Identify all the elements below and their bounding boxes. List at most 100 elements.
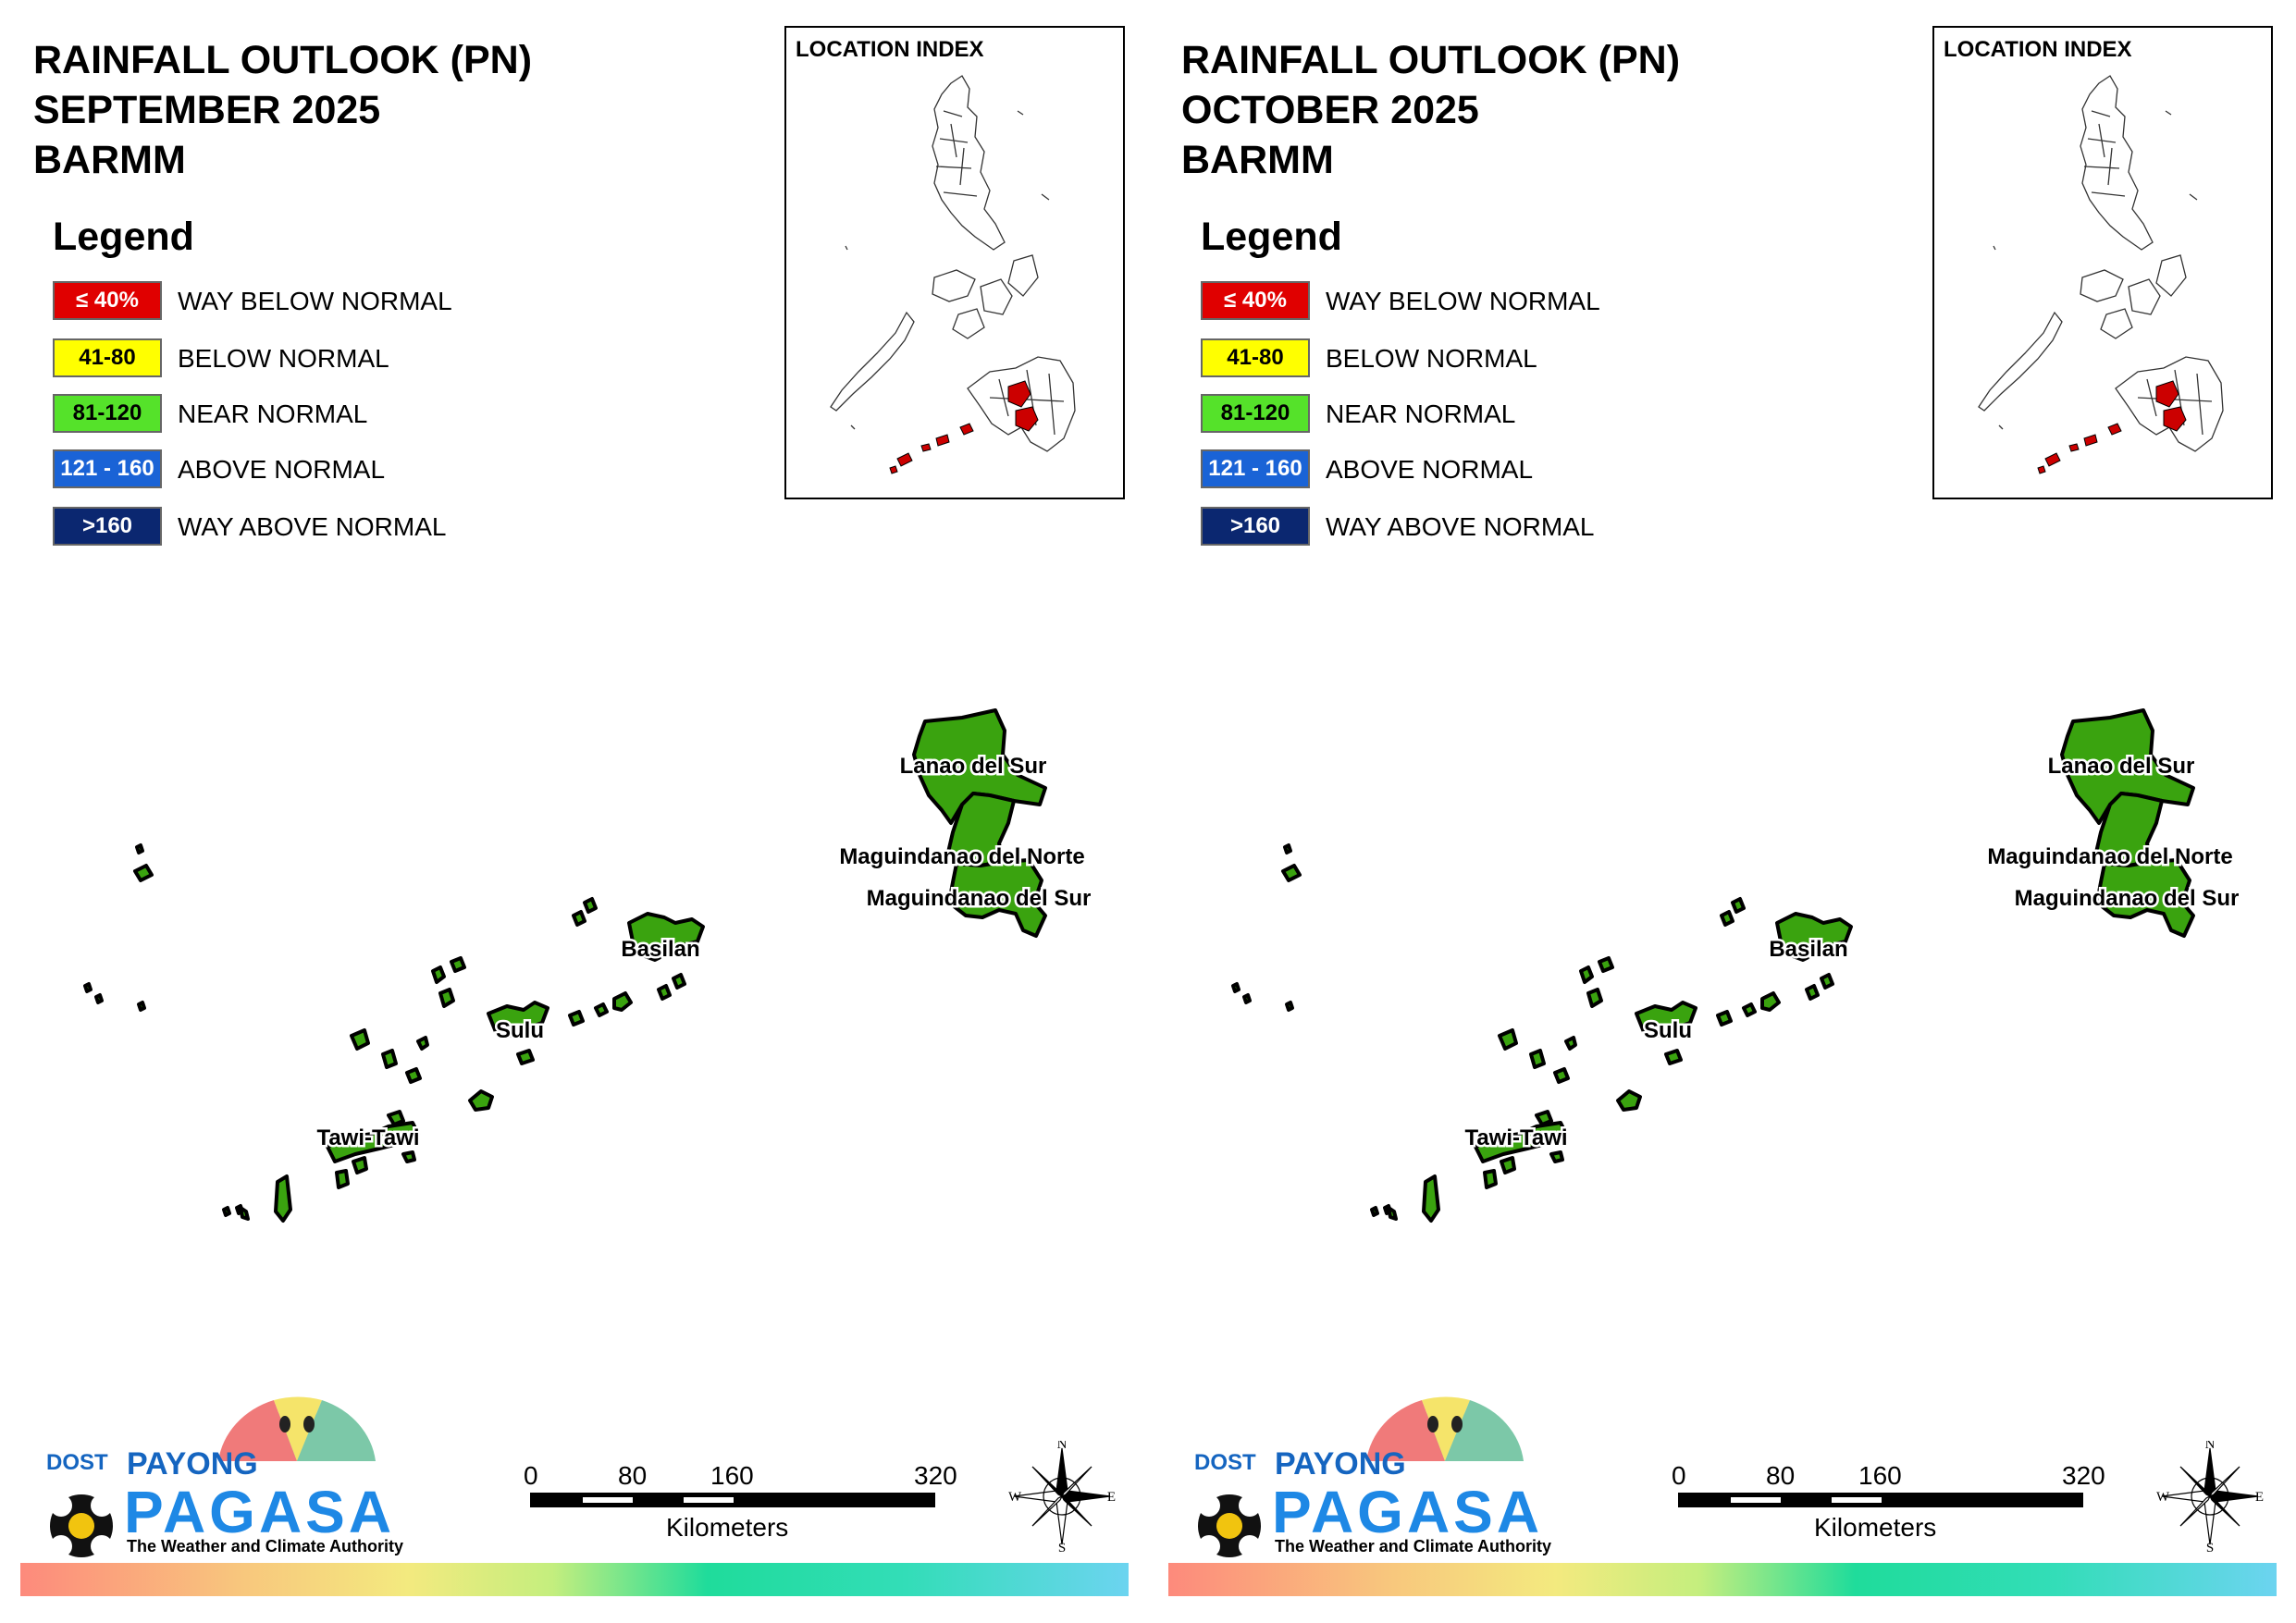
legend-swatch: >160 — [1201, 507, 1310, 546]
location-index-inset: LOCATION INDEX — [784, 26, 1125, 499]
label-maguindanao-del-sur: Maguindanao del Sur — [867, 886, 1092, 911]
logo-payong-text: PAYONG — [1275, 1446, 1406, 1482]
label-maguindanao-del-norte: Maguindanao del Norte — [1987, 844, 2232, 869]
location-index-inset: LOCATION INDEX — [1932, 26, 2273, 499]
logo-dost-text: DOST — [1194, 1450, 1256, 1475]
legend-swatch: 121 - 160 — [1201, 449, 1310, 488]
scale-label-160: 160 — [1858, 1461, 1902, 1490]
legend-swatch: ≤ 40% — [53, 281, 162, 320]
compass-e: E — [2255, 1490, 2264, 1505]
legend-title: Legend — [53, 215, 194, 259]
province-basilan — [627, 912, 705, 962]
province-sulu — [431, 956, 633, 1112]
inset-lanao-highlight — [1007, 380, 1031, 408]
logo-payong-text: PAYONG — [127, 1446, 258, 1482]
scale-unit: Kilometers — [666, 1513, 789, 1542]
scale-bar-graphic — [530, 1493, 935, 1507]
province-tawi-tawi — [1422, 1028, 1577, 1223]
map-panel-september: RAINFALL OUTLOOK (PN) SEPTEMBER 2025 BAR… — [0, 26, 1148, 1623]
map-title: RAINFALL OUTLOOK (PN) OCTOBER 2025 BARMM — [1181, 35, 1680, 185]
compass-w: W — [2156, 1490, 2170, 1505]
color-gradient-bar — [20, 1563, 1129, 1596]
pagasa-logo-graphic — [1198, 1396, 1524, 1557]
legend-label: NEAR NORMAL — [178, 400, 368, 428]
label-lanao-del-sur: Lanao del Sur — [2048, 754, 2195, 779]
mindanao-outline — [967, 356, 1076, 452]
label-basilan: Basilan — [621, 937, 699, 962]
province-other-islands — [83, 843, 686, 1221]
compass-rose-icon: N E S W — [2156, 1441, 2264, 1552]
logo-dost-text: DOST — [46, 1450, 108, 1475]
legend-title: Legend — [1201, 215, 1342, 259]
legend-swatch: 81-120 — [1201, 394, 1310, 433]
province-other-islands — [1231, 843, 1834, 1221]
legend-swatch: 81-120 — [53, 394, 162, 433]
province-maguindanao-del-sur — [947, 858, 1047, 938]
legend-swatch: >160 — [53, 507, 162, 546]
logo-pagasa-text: PAGASA — [124, 1479, 396, 1545]
footer: DOST PAYONG PAGASA The Weather and Clima… — [0, 1378, 1148, 1623]
legend-label: WAY ABOVE NORMAL — [178, 512, 447, 541]
inset-tawitawi-highlight — [2037, 452, 2061, 474]
label-basilan: Basilan — [1769, 937, 1847, 962]
scale-label-0: 0 — [524, 1461, 538, 1490]
legend-swatch: 41-80 — [1201, 338, 1310, 377]
province-maguindanao-del-norte — [945, 792, 1016, 867]
compass-n: N — [1057, 1441, 1068, 1452]
legend-label: ABOVE NORMAL — [1326, 455, 1534, 484]
compass-n: N — [2205, 1441, 2216, 1452]
map-panel-october: RAINFALL OUTLOOK (PN) OCTOBER 2025 BARMM… — [1148, 0, 2296, 1623]
inset-title: LOCATION INDEX — [1944, 37, 2132, 62]
legend-swatch: 121 - 160 — [53, 449, 162, 488]
logo-tagline: The Weather and Climate Authority — [1275, 1537, 1552, 1555]
legend-label: BELOW NORMAL — [178, 344, 389, 373]
inset-title: LOCATION INDEX — [796, 37, 984, 62]
logo-pagasa-text: PAGASA — [1272, 1479, 1544, 1545]
inset-basilan-highlight — [959, 423, 974, 436]
inset-sulu-highlight — [2068, 434, 2098, 452]
mindanao-outline — [2115, 356, 2224, 452]
palawan-outline — [830, 311, 915, 412]
legend-swatch: ≤ 40% — [1201, 281, 1310, 320]
inset-tawitawi-highlight — [889, 452, 913, 474]
legend-label: WAY ABOVE NORMAL — [1326, 512, 1595, 541]
compass-e: E — [1107, 1490, 1116, 1505]
title-line-3: BARMM — [33, 138, 186, 182]
legend-label: ABOVE NORMAL — [178, 455, 386, 484]
province-sulu — [1579, 956, 1781, 1112]
visayas-outline — [932, 254, 1039, 339]
province-basilan — [1775, 912, 1853, 962]
label-maguindanao-del-norte: Maguindanao del Norte — [839, 844, 1084, 869]
label-lanao-del-sur: Lanao del Sur — [900, 754, 1047, 779]
title-line-2: SEPTEMBER 2025 — [33, 88, 381, 132]
legend-label: WAY BELOW NORMAL — [178, 287, 452, 315]
label-sulu: Sulu — [496, 1018, 544, 1043]
legend-swatch: 41-80 — [53, 338, 162, 377]
scale-unit: Kilometers — [1814, 1513, 1937, 1542]
visayas-outline — [2080, 254, 2187, 339]
legend-label: BELOW NORMAL — [1326, 344, 1537, 373]
label-sulu: Sulu — [1644, 1018, 1692, 1043]
color-gradient-bar — [1168, 1563, 2277, 1596]
inset-lanao-highlight — [2155, 380, 2179, 408]
inset-maguindanao-highlight — [2163, 406, 2187, 432]
scale-label-0: 0 — [1672, 1461, 1686, 1490]
scale-label-80: 80 — [618, 1461, 648, 1490]
compass-w: W — [1008, 1490, 1022, 1505]
scale-label-320: 320 — [2062, 1461, 2105, 1490]
inset-sulu-highlight — [920, 434, 950, 452]
compass-s: S — [2206, 1541, 2214, 1552]
legend-label: WAY BELOW NORMAL — [1326, 287, 1600, 315]
label-maguindanao-del-sur: Maguindanao del Sur — [2015, 886, 2240, 911]
compass-rose-icon: N E S W — [1008, 1441, 1116, 1552]
province-maguindanao-del-norte — [2093, 792, 2164, 867]
footer: DOST PAYONG PAGASA The Weather and Clima… — [1148, 1378, 2296, 1623]
title-line-2: OCTOBER 2025 — [1181, 88, 1479, 132]
philippines-inset-map — [830, 75, 1076, 474]
luzon-outline — [2080, 75, 2154, 251]
scale-label-80: 80 — [1766, 1461, 1796, 1490]
scale-bar: 0 80 160 320 Kilometers — [1672, 1461, 2105, 1542]
province-maguindanao-del-sur — [2095, 858, 2195, 938]
map-title: RAINFALL OUTLOOK (PN) SEPTEMBER 2025 BAR… — [33, 35, 532, 185]
inset-maguindanao-highlight — [1015, 406, 1039, 432]
